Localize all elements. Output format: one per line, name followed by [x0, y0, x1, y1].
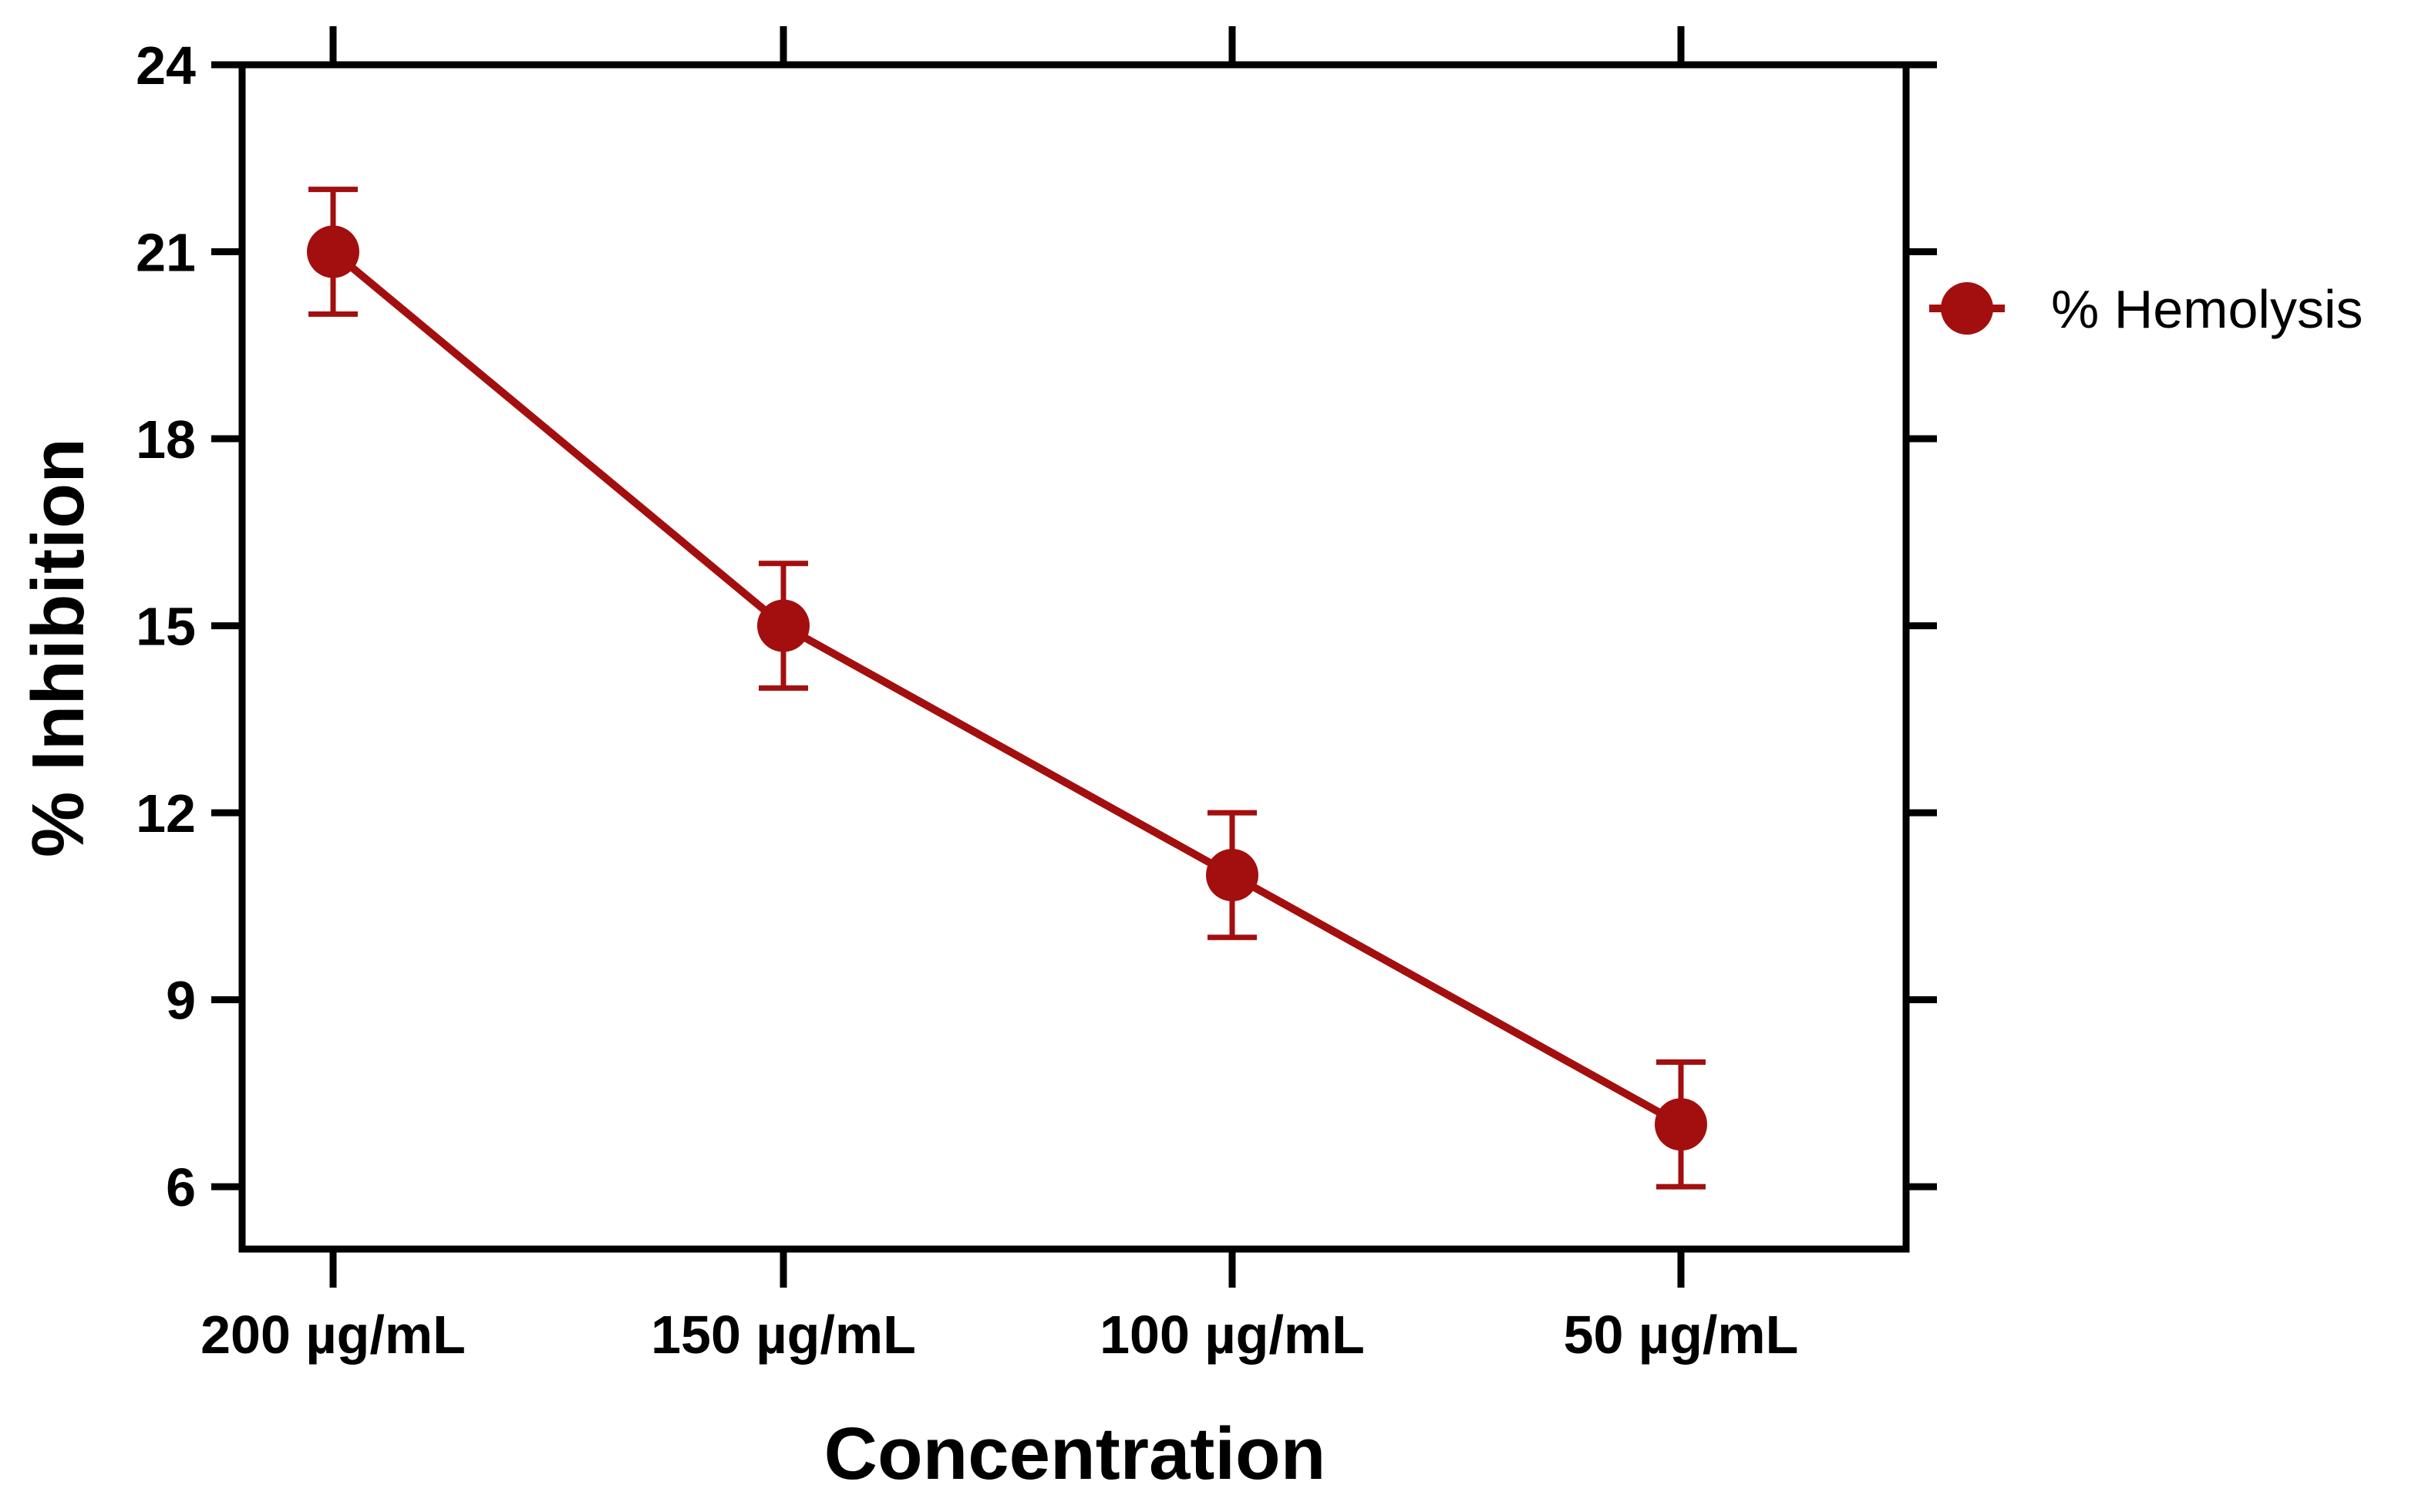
y-axis-ticks: 6 9 12 15 18 21 24 — [136, 35, 1937, 1217]
legend-marker — [1941, 282, 1993, 335]
y-tick-label-18: 18 — [136, 409, 196, 470]
x-axis-ticks: 200 µg/mL 150 µg/mL 100 µg/mL 50 µg/mL — [200, 26, 1798, 1365]
y-tick-label-21: 21 — [136, 223, 196, 283]
data-point-2 — [1206, 848, 1258, 901]
x-tick-label-1: 150 µg/mL — [651, 1305, 916, 1365]
x-tick-label-2: 100 µg/mL — [1100, 1305, 1365, 1365]
data-point-3 — [1655, 1098, 1707, 1151]
x-tick-label-0: 200 µg/mL — [200, 1305, 466, 1365]
data-point-1 — [757, 599, 810, 652]
legend: % Hemolysis — [1929, 279, 2363, 339]
y-tick-label-12: 12 — [136, 783, 196, 844]
plot-border — [238, 61, 1910, 1253]
legend-label-hemolysis: % Hemolysis — [2051, 279, 2363, 339]
data-point-0 — [307, 225, 359, 278]
x-tick-label-3: 50 µg/mL — [1564, 1305, 1799, 1365]
y-tick-label-6: 6 — [166, 1157, 196, 1217]
series-line-hemolysis — [330, 248, 1683, 1128]
y-axis-title: % Inhibition — [17, 438, 99, 857]
y-tick-label-24: 24 — [136, 35, 196, 96]
y-tick-label-15: 15 — [136, 597, 196, 657]
series-layer — [307, 187, 1707, 1190]
x-axis-title: Concentration — [824, 1413, 1326, 1495]
plot-frame — [238, 61, 1910, 1253]
y-tick-label-9: 9 — [166, 971, 196, 1031]
